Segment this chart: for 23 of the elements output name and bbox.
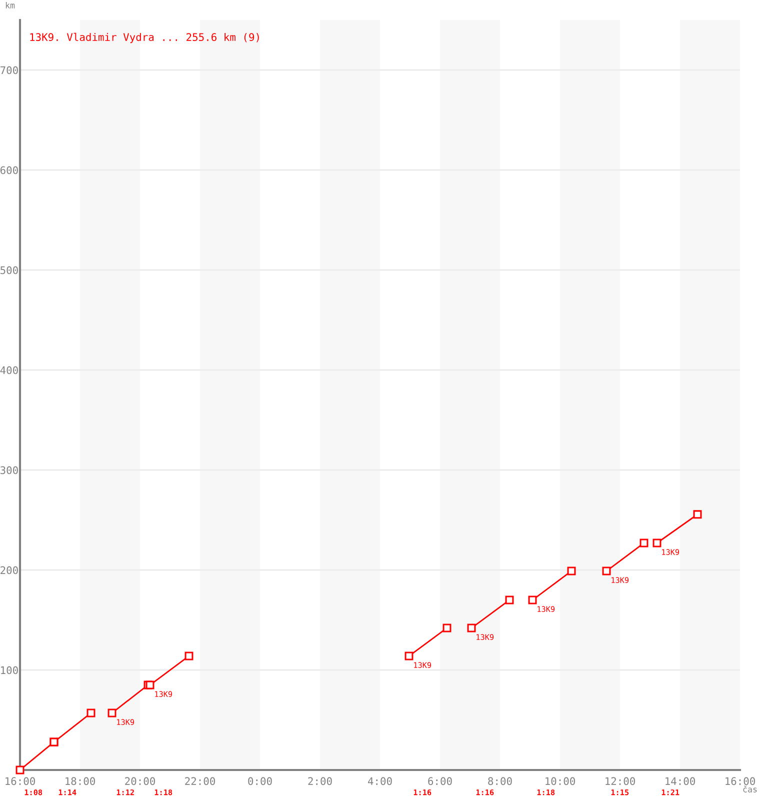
- y-tick-label: 600: [0, 166, 18, 174]
- x-tick-label: 12:00: [606, 777, 636, 786]
- y-tick-label: 100: [1, 666, 18, 674]
- y-tick-label: 500: [0, 266, 18, 274]
- x-tick-label: 16:00: [6, 777, 36, 786]
- text: 13K9. Vladimir Vydra ... 255.6 km (9): [30, 32, 259, 44]
- x-tick-label: 20:00: [125, 777, 156, 786]
- x-tick-label: 4:00: [368, 777, 392, 786]
- x-tick-label: 22:00: [185, 777, 216, 786]
- x-tick-label: 0:00: [248, 777, 272, 786]
- x-tick-label: 18:00: [66, 777, 96, 786]
- x-tick-label: 14:00: [666, 777, 696, 786]
- y-tick-label: 700: [0, 66, 18, 74]
- y-tick-label: 300: [0, 466, 18, 474]
- x-tick-label: 10:00: [546, 777, 576, 786]
- x-tick-label: 16:00: [726, 777, 756, 786]
- y-axis-title: km: [6, 2, 15, 8]
- x-tick-label: 6:00: [428, 777, 452, 786]
- y-tick-label: 200: [0, 566, 18, 574]
- x-axis-title: čas: [743, 786, 757, 792]
- x-tick-label: 8:00: [488, 777, 512, 786]
- x-tick-label: 2:00: [308, 777, 332, 786]
- y-tick-label: 400: [0, 366, 18, 374]
